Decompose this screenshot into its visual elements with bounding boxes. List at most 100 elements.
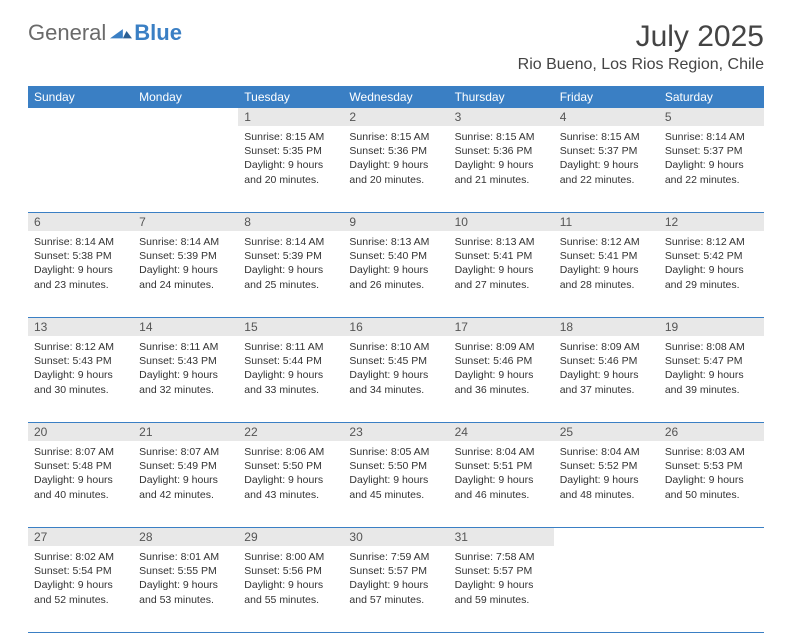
calendar-cell: Sunrise: 8:09 AMSunset: 5:46 PMDaylight:…	[449, 336, 554, 422]
sunset-text: Sunset: 5:46 PM	[455, 354, 548, 368]
day-number: 10	[449, 213, 554, 231]
calendar-cell: Sunrise: 8:13 AMSunset: 5:40 PMDaylight:…	[343, 231, 448, 317]
daylight-text: Daylight: 9 hours and 40 minutes.	[34, 473, 127, 501]
daynum-row: 13141516171819	[28, 318, 764, 336]
calendar-cell: Sunrise: 8:08 AMSunset: 5:47 PMDaylight:…	[659, 336, 764, 422]
sunset-text: Sunset: 5:35 PM	[244, 144, 337, 158]
sunrise-text: Sunrise: 8:12 AM	[34, 340, 127, 354]
sunrise-text: Sunrise: 8:14 AM	[665, 130, 758, 144]
daylight-text: Daylight: 9 hours and 21 minutes.	[455, 158, 548, 186]
sunrise-text: Sunrise: 8:12 AM	[560, 235, 653, 249]
daylight-text: Daylight: 9 hours and 37 minutes.	[560, 368, 653, 396]
sunrise-text: Sunrise: 7:58 AM	[455, 550, 548, 564]
calendar-cell: Sunrise: 8:14 AMSunset: 5:39 PMDaylight:…	[133, 231, 238, 317]
sunset-text: Sunset: 5:43 PM	[34, 354, 127, 368]
sunrise-text: Sunrise: 8:13 AM	[349, 235, 442, 249]
calendar-cell: Sunrise: 8:12 AMSunset: 5:41 PMDaylight:…	[554, 231, 659, 317]
sunset-text: Sunset: 5:45 PM	[349, 354, 442, 368]
calendar: Sunday Monday Tuesday Wednesday Thursday…	[28, 86, 764, 633]
sunset-text: Sunset: 5:47 PM	[665, 354, 758, 368]
calendar-cell: Sunrise: 8:15 AMSunset: 5:36 PMDaylight:…	[343, 126, 448, 212]
daylight-text: Daylight: 9 hours and 34 minutes.	[349, 368, 442, 396]
day-number: 2	[343, 108, 448, 126]
sun-info: Sunrise: 8:05 AMSunset: 5:50 PMDaylight:…	[349, 445, 442, 502]
day-number: 19	[659, 318, 764, 336]
calendar-cell: Sunrise: 7:58 AMSunset: 5:57 PMDaylight:…	[449, 546, 554, 632]
calendar-cell	[659, 546, 764, 632]
sun-info: Sunrise: 8:07 AMSunset: 5:48 PMDaylight:…	[34, 445, 127, 502]
sun-info: Sunrise: 8:10 AMSunset: 5:45 PMDaylight:…	[349, 340, 442, 397]
sunrise-text: Sunrise: 8:03 AM	[665, 445, 758, 459]
sun-info: Sunrise: 7:59 AMSunset: 5:57 PMDaylight:…	[349, 550, 442, 607]
calendar-cell	[133, 126, 238, 212]
sun-info: Sunrise: 8:07 AMSunset: 5:49 PMDaylight:…	[139, 445, 232, 502]
sunrise-text: Sunrise: 8:15 AM	[244, 130, 337, 144]
sunrise-text: Sunrise: 8:14 AM	[139, 235, 232, 249]
day-number: 25	[554, 423, 659, 441]
sun-info: Sunrise: 8:02 AMSunset: 5:54 PMDaylight:…	[34, 550, 127, 607]
daylight-text: Daylight: 9 hours and 23 minutes.	[34, 263, 127, 291]
sunset-text: Sunset: 5:46 PM	[560, 354, 653, 368]
daylight-text: Daylight: 9 hours and 20 minutes.	[244, 158, 337, 186]
week-row: Sunrise: 8:12 AMSunset: 5:43 PMDaylight:…	[28, 336, 764, 423]
logo-mark-icon	[110, 23, 132, 39]
calendar-cell	[28, 126, 133, 212]
calendar-cell: Sunrise: 8:11 AMSunset: 5:43 PMDaylight:…	[133, 336, 238, 422]
calendar-cell	[554, 546, 659, 632]
sunset-text: Sunset: 5:50 PM	[349, 459, 442, 473]
daylight-text: Daylight: 9 hours and 24 minutes.	[139, 263, 232, 291]
daylight-text: Daylight: 9 hours and 52 minutes.	[34, 578, 127, 606]
day-number: 4	[554, 108, 659, 126]
day-number	[659, 528, 764, 546]
daylight-text: Daylight: 9 hours and 27 minutes.	[455, 263, 548, 291]
sunrise-text: Sunrise: 8:08 AM	[665, 340, 758, 354]
daylight-text: Daylight: 9 hours and 39 minutes.	[665, 368, 758, 396]
sun-info: Sunrise: 8:00 AMSunset: 5:56 PMDaylight:…	[244, 550, 337, 607]
daylight-text: Daylight: 9 hours and 55 minutes.	[244, 578, 337, 606]
calendar-cell: Sunrise: 8:13 AMSunset: 5:41 PMDaylight:…	[449, 231, 554, 317]
day-number: 15	[238, 318, 343, 336]
sunrise-text: Sunrise: 8:09 AM	[560, 340, 653, 354]
daylight-text: Daylight: 9 hours and 33 minutes.	[244, 368, 337, 396]
daylight-text: Daylight: 9 hours and 30 minutes.	[34, 368, 127, 396]
sunset-text: Sunset: 5:41 PM	[455, 249, 548, 263]
day-header-sunday: Sunday	[28, 86, 133, 108]
day-number: 30	[343, 528, 448, 546]
daylight-text: Daylight: 9 hours and 25 minutes.	[244, 263, 337, 291]
sun-info: Sunrise: 8:15 AMSunset: 5:36 PMDaylight:…	[455, 130, 548, 187]
sun-info: Sunrise: 8:09 AMSunset: 5:46 PMDaylight:…	[560, 340, 653, 397]
day-header-saturday: Saturday	[659, 86, 764, 108]
sunrise-text: Sunrise: 8:02 AM	[34, 550, 127, 564]
daynum-row: 12345	[28, 108, 764, 126]
logo-text-general: General	[28, 20, 106, 46]
location: Rio Bueno, Los Rios Region, Chile	[518, 56, 764, 74]
day-number	[133, 108, 238, 126]
day-number: 5	[659, 108, 764, 126]
sunrise-text: Sunrise: 8:14 AM	[244, 235, 337, 249]
daylight-text: Daylight: 9 hours and 32 minutes.	[139, 368, 232, 396]
day-number: 16	[343, 318, 448, 336]
calendar-cell: Sunrise: 8:07 AMSunset: 5:48 PMDaylight:…	[28, 441, 133, 527]
sunset-text: Sunset: 5:50 PM	[244, 459, 337, 473]
day-number: 14	[133, 318, 238, 336]
sunset-text: Sunset: 5:49 PM	[139, 459, 232, 473]
day-number: 29	[238, 528, 343, 546]
daylight-text: Daylight: 9 hours and 42 minutes.	[139, 473, 232, 501]
calendar-cell: Sunrise: 8:14 AMSunset: 5:38 PMDaylight:…	[28, 231, 133, 317]
sun-info: Sunrise: 8:13 AMSunset: 5:41 PMDaylight:…	[455, 235, 548, 292]
sun-info: Sunrise: 7:58 AMSunset: 5:57 PMDaylight:…	[455, 550, 548, 607]
sunrise-text: Sunrise: 8:15 AM	[560, 130, 653, 144]
daylight-text: Daylight: 9 hours and 46 minutes.	[455, 473, 548, 501]
day-number: 20	[28, 423, 133, 441]
daylight-text: Daylight: 9 hours and 45 minutes.	[349, 473, 442, 501]
calendar-cell: Sunrise: 8:15 AMSunset: 5:37 PMDaylight:…	[554, 126, 659, 212]
sun-info: Sunrise: 8:08 AMSunset: 5:47 PMDaylight:…	[665, 340, 758, 397]
day-number: 11	[554, 213, 659, 231]
daylight-text: Daylight: 9 hours and 53 minutes.	[139, 578, 232, 606]
calendar-cell: Sunrise: 8:03 AMSunset: 5:53 PMDaylight:…	[659, 441, 764, 527]
daylight-text: Daylight: 9 hours and 50 minutes.	[665, 473, 758, 501]
sunrise-text: Sunrise: 8:10 AM	[349, 340, 442, 354]
sunrise-text: Sunrise: 8:12 AM	[665, 235, 758, 249]
day-headers-row: Sunday Monday Tuesday Wednesday Thursday…	[28, 86, 764, 108]
daylight-text: Daylight: 9 hours and 22 minutes.	[560, 158, 653, 186]
